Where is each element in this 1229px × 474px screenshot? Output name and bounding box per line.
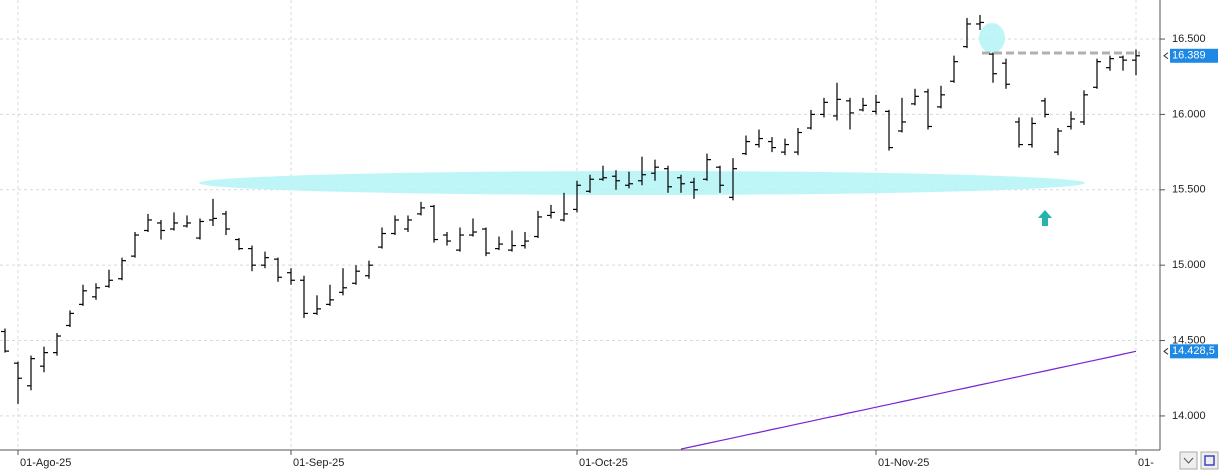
x-tick-label: 01-Sep-25 <box>293 457 344 469</box>
x-axis-panel <box>0 450 1229 474</box>
save-button[interactable] <box>1200 451 1219 470</box>
moving-average-line <box>680 350 1137 450</box>
scroll-icon <box>1183 457 1194 464</box>
price-label-box <box>1170 344 1218 359</box>
x-tick-label: 01-Ago-25 <box>20 457 71 469</box>
price-pointer <box>1163 347 1169 355</box>
x-tick-label: 01- <box>1138 457 1154 469</box>
arrow-up <box>1038 210 1052 226</box>
y-tick-label: 16.500 <box>1172 33 1206 45</box>
y-tick-label: 15.500 <box>1172 184 1206 196</box>
x-tick-label: 01-Oct-25 <box>579 457 628 469</box>
price-label-box <box>1170 48 1218 63</box>
price-pointer <box>1163 52 1169 60</box>
highlight-circle <box>979 23 1005 53</box>
scroll-button[interactable] <box>1179 451 1198 470</box>
y-tick-label: 14.000 <box>1172 410 1206 422</box>
price-label: 14.428,5 <box>1172 345 1215 357</box>
y-tick-label: 14.500 <box>1172 334 1206 346</box>
y-tick-label: 16.000 <box>1172 108 1206 120</box>
x-tick-label: 01-Nov-25 <box>878 457 929 469</box>
price-label: 16.389 <box>1172 50 1206 62</box>
y-tick-label: 15.000 <box>1172 259 1206 271</box>
save-icon <box>1204 455 1215 466</box>
axes: 14.000 14.500 15.000 15.500 16.000 16.500 01-A… <box>17 33 1218 469</box>
plot-area <box>1 14 1140 450</box>
y-axis-panel <box>1160 0 1229 450</box>
